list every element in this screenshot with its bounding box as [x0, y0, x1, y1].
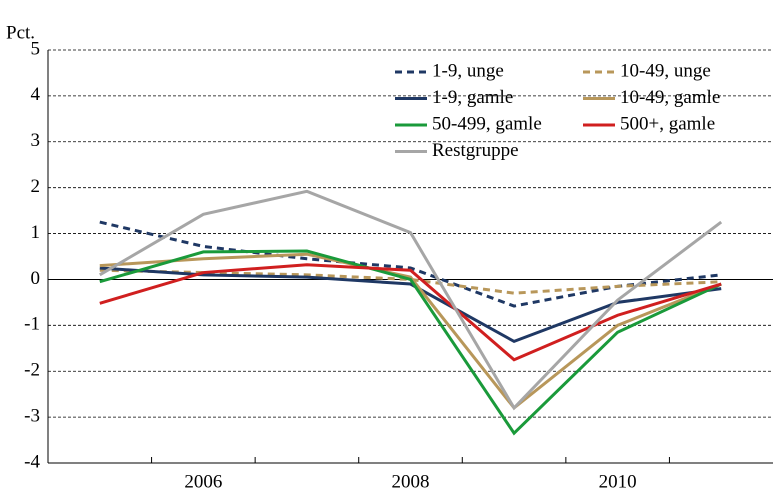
y-tick-label: -1 [24, 314, 40, 335]
legend-label: 1-9, gamle [432, 87, 513, 108]
series-line [99, 252, 722, 411]
x-tick-label: 2006 [184, 471, 222, 492]
x-tick-label: 2010 [599, 471, 637, 492]
y-tick-label: -4 [24, 451, 40, 472]
legend-label: 10-49, gamle [620, 87, 720, 108]
y-tick-label: -2 [24, 360, 40, 381]
y-tick-label: -3 [24, 405, 40, 426]
legend-label: 500+, gamle [620, 113, 715, 134]
y-tick-label: 2 [31, 176, 41, 197]
series-line [99, 266, 722, 344]
y-axis-label: Pct. [6, 22, 35, 43]
series-line [99, 189, 723, 411]
series-line [99, 249, 722, 436]
series-line [99, 268, 722, 295]
legend-label: Restgruppe [432, 140, 519, 161]
y-tick-label: 3 [31, 130, 41, 151]
series-line [99, 263, 722, 362]
y-tick-label: 0 [31, 268, 41, 289]
legend-label: 10-49, unge [620, 60, 711, 81]
y-tick-label: 4 [31, 84, 41, 105]
y-tick-label: 5 [31, 38, 41, 59]
x-tick-label: 2008 [392, 471, 430, 492]
y-tick-label: 1 [31, 222, 41, 243]
legend-label: 1-9, unge [432, 60, 504, 81]
legend-label: 50-499, gamle [432, 113, 542, 134]
